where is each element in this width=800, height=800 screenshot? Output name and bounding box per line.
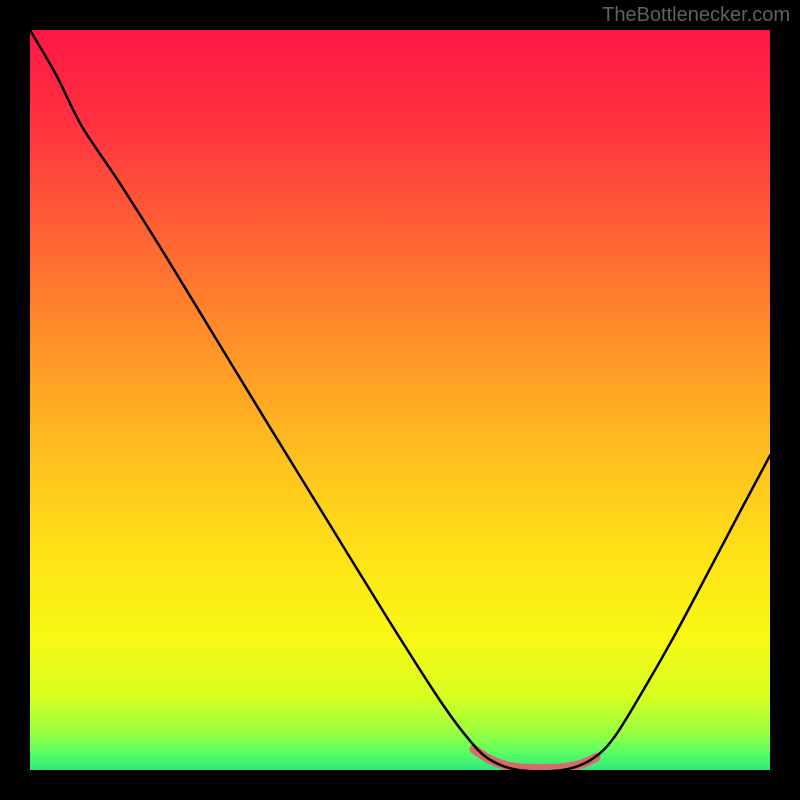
watermark-text: TheBottlenecker.com: [602, 4, 790, 27]
main-curve: [30, 30, 770, 770]
plot-area: [30, 30, 770, 770]
curve-layer: [30, 30, 770, 770]
